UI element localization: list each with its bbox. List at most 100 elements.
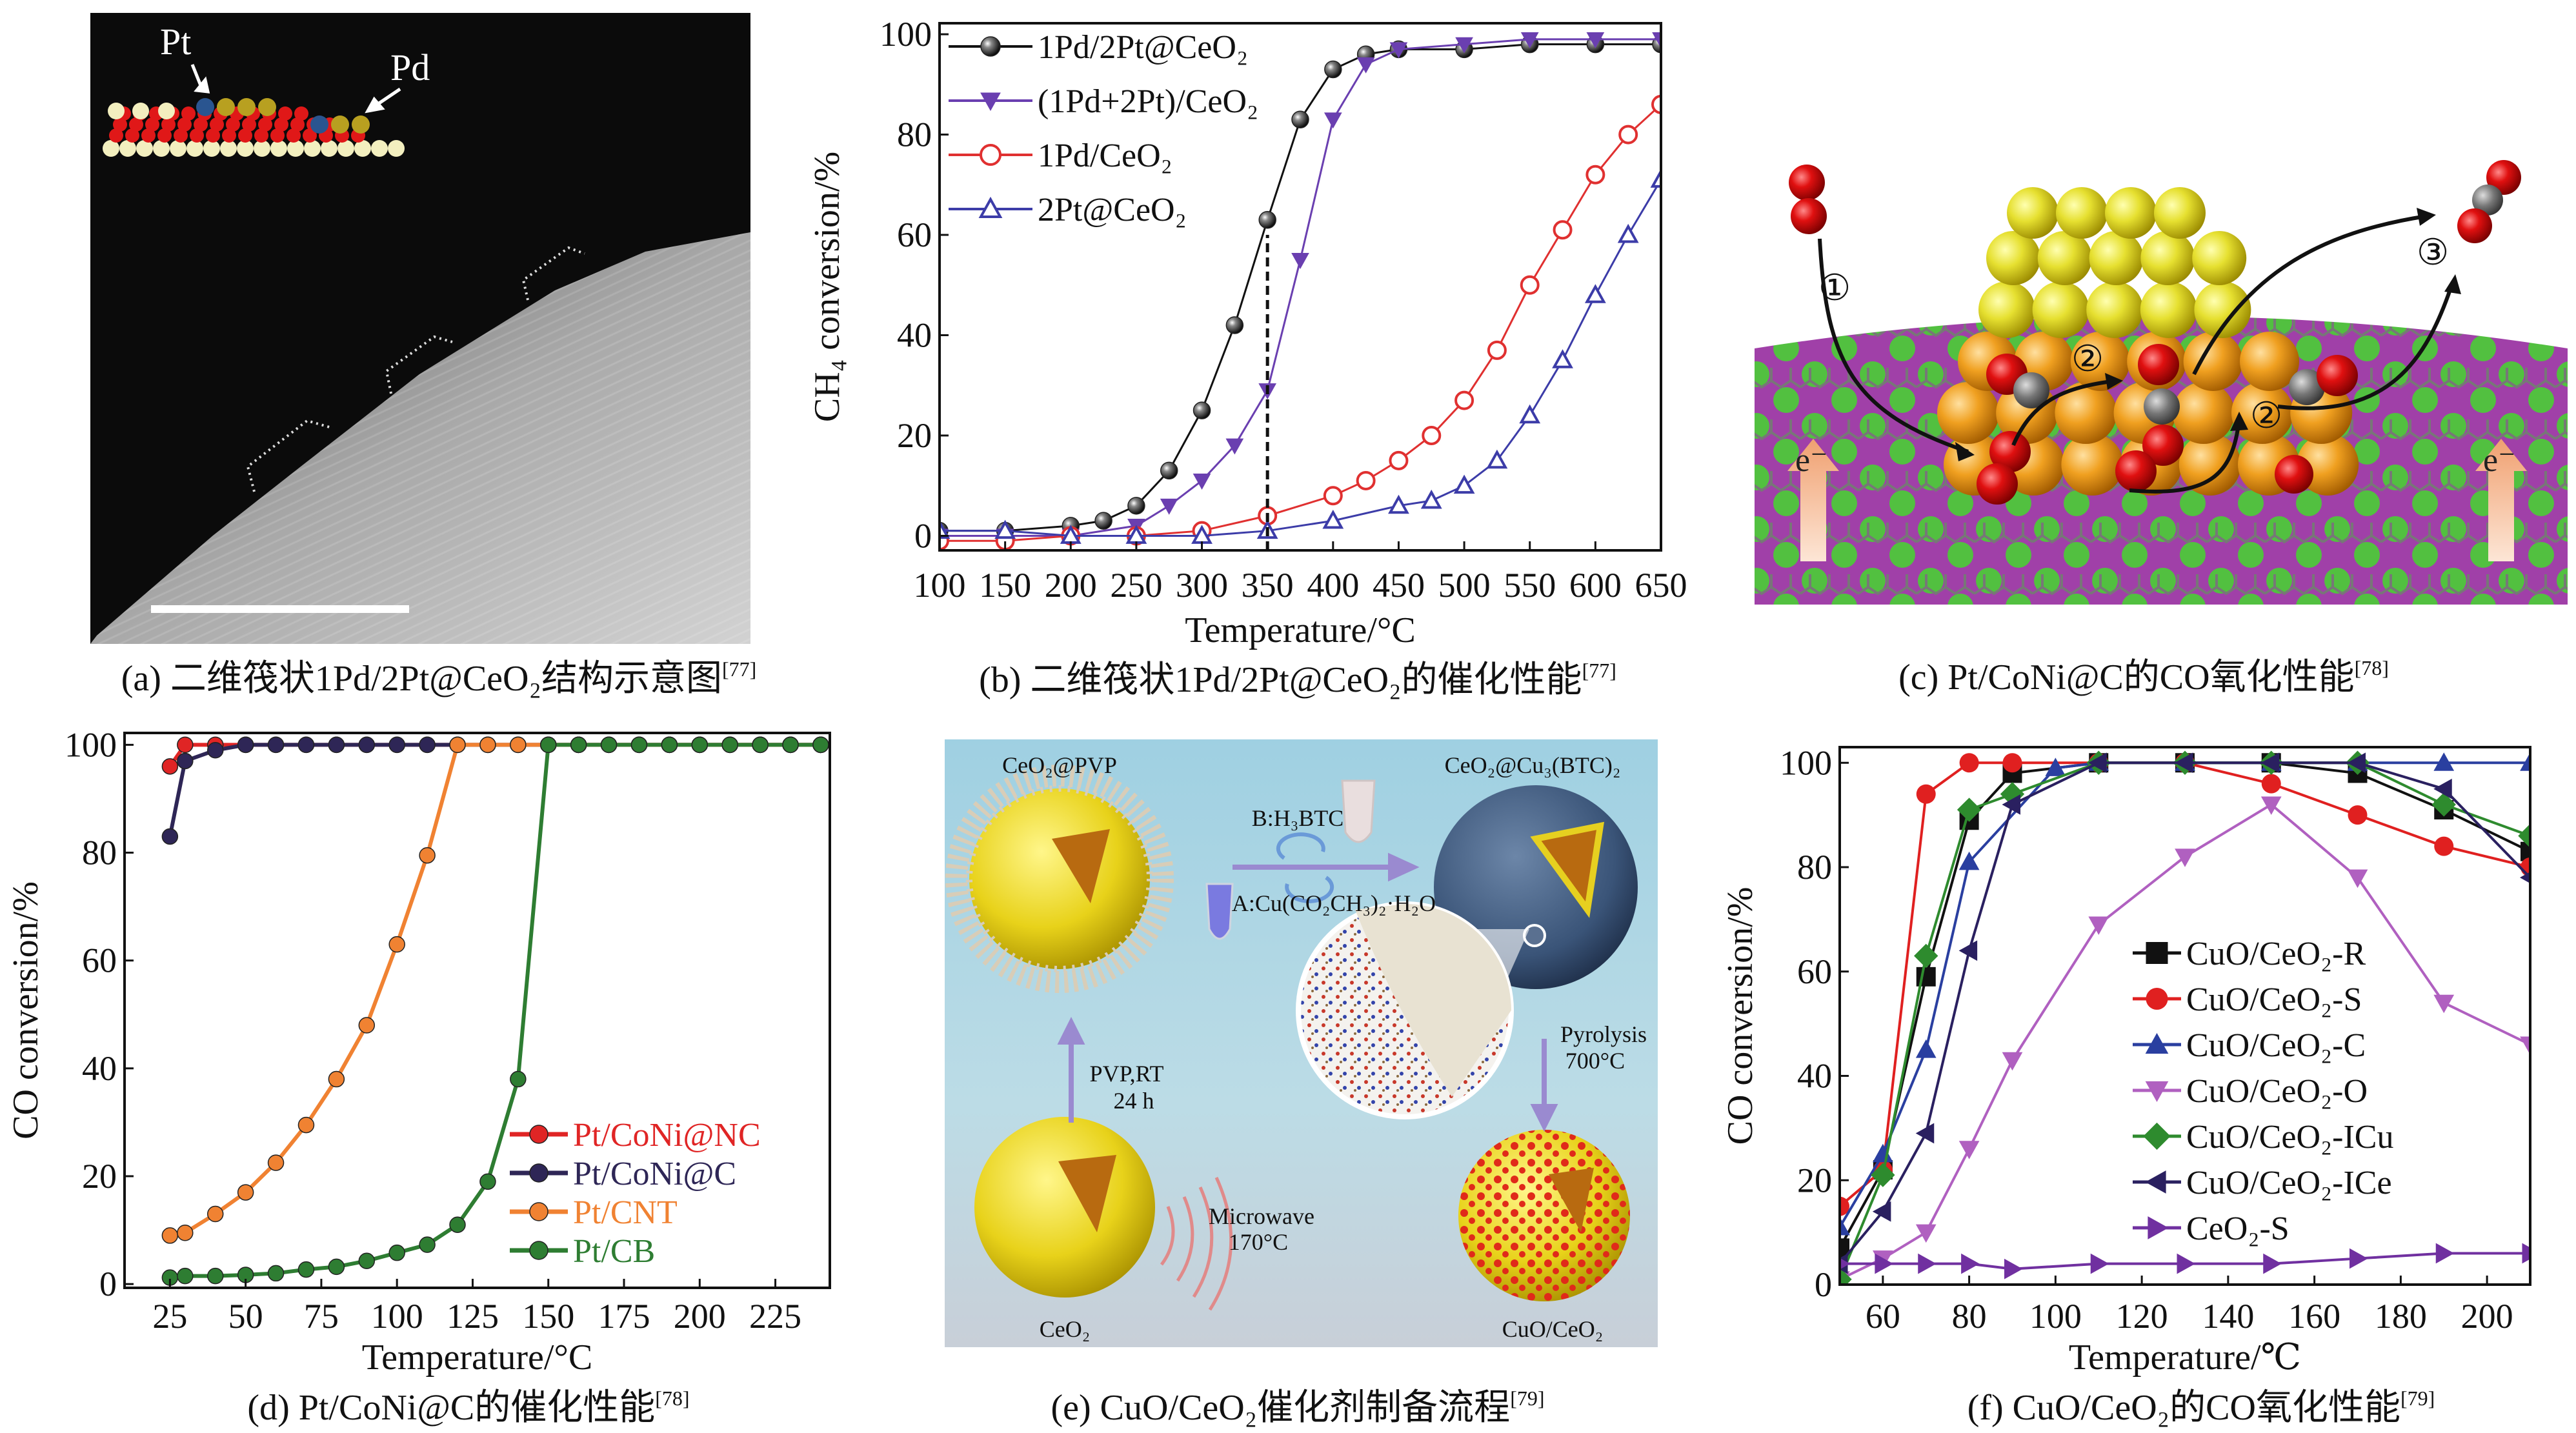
metal-atom	[2089, 231, 2144, 285]
data-point	[1225, 438, 1244, 455]
legend-item: Pt/CNT	[510, 1194, 678, 1231]
data-point	[1420, 489, 1442, 509]
data-point	[1915, 1039, 1937, 1058]
process-arrows	[1057, 852, 1558, 1132]
data-point	[2518, 823, 2530, 848]
sphere-cuo-ceo2	[1458, 1130, 1630, 1301]
data-point	[206, 1267, 224, 1285]
data-point	[1127, 497, 1145, 515]
reagent-tubes	[1205, 779, 1376, 940]
x-tick-label: 80	[1952, 1297, 1987, 1336]
data-point	[2520, 752, 2530, 771]
x-axis-label: Temperature/°C	[362, 1338, 592, 1378]
arrow-heads	[1955, 208, 2461, 461]
ce-atom	[354, 140, 371, 157]
data-point	[1651, 94, 1661, 114]
legend-marker	[2146, 988, 2168, 1010]
label-pvp-rt: PVP,RT	[1090, 1061, 1164, 1087]
data-point	[449, 736, 466, 754]
data-point	[1553, 220, 1573, 240]
label-microwave: Microwave	[1209, 1203, 1314, 1229]
metal-atom	[2140, 231, 2195, 285]
data-point	[812, 736, 829, 754]
label-reagent-b: B:H₃BTC	[1252, 805, 1344, 831]
co-c-atom	[2289, 369, 2325, 405]
legend-marker	[2145, 1032, 2169, 1054]
legend: 1Pd/2Pt@CeO₂ (1Pd+2Pt)/CeO₂ 1Pd/CeO₂ 2Pt@Ce…	[949, 29, 1258, 228]
o-atom	[294, 106, 308, 121]
data-point	[1520, 32, 1539, 48]
data-point	[297, 1261, 315, 1278]
data-point	[661, 736, 678, 754]
chart-f-co-conversion: 60 80 100 120 140 160 180 200020406080100Temper…	[1720, 743, 2531, 1378]
series-line	[1840, 761, 2530, 1228]
data-point	[1840, 1196, 1849, 1216]
data-point	[1323, 486, 1343, 506]
o-atom	[226, 117, 240, 132]
data-point	[388, 736, 405, 754]
chart-b-ch4-conversion: 100 150 200 250 300 350 400 450 500 550 600 650 0 20 4…	[807, 15, 1687, 650]
series-line	[940, 38, 1661, 537]
label-pd: Pd	[390, 46, 430, 88]
ce-atom	[170, 140, 186, 157]
data-point	[1840, 1238, 1849, 1258]
x-tick-label: 500	[1438, 566, 1491, 605]
series-cuo-ceo-o	[1840, 796, 2530, 1285]
o-atom	[274, 117, 288, 132]
legend-marker	[2146, 942, 2168, 964]
data-point	[2002, 753, 2022, 773]
ce-atom	[270, 140, 287, 157]
data-point	[2522, 1243, 2530, 1264]
crystal-lattice-texture	[90, 232, 750, 644]
molecules	[1789, 160, 2521, 505]
metal-atom	[2007, 187, 2058, 239]
co-o-atom	[2317, 355, 2358, 396]
data-point	[2263, 1253, 2282, 1274]
o-atom	[258, 117, 272, 132]
data-point	[721, 736, 738, 754]
ce-atom	[287, 140, 304, 157]
o-atom	[2142, 425, 2184, 466]
data-point	[2260, 796, 2282, 815]
data-point	[1586, 32, 1605, 48]
ce-atom	[186, 140, 203, 157]
o-atom	[270, 128, 285, 143]
pd-atom	[217, 98, 235, 116]
o-atom	[1989, 431, 2031, 472]
label-ceo2-pvp: CeO₂@PVP	[1002, 752, 1117, 778]
data-point	[2088, 916, 2109, 936]
data-point	[1454, 390, 1474, 410]
o-atom	[287, 128, 301, 143]
y-tick-label: 40	[1797, 1057, 1832, 1096]
metal-atom	[2140, 281, 2197, 338]
data-point	[2261, 774, 2281, 794]
metal-atom	[2032, 281, 2089, 338]
o-atom	[242, 117, 256, 132]
x-tick-label: 160	[2288, 1297, 2340, 1336]
legend-label: (1Pd+2Pt)/CeO₂	[1038, 83, 1258, 120]
metal-atom	[2172, 382, 2235, 444]
series-cuo-ceo-s	[1840, 753, 2530, 1216]
plot-area	[940, 32, 1661, 550]
data-point	[1872, 1201, 1891, 1222]
data-point	[419, 736, 436, 754]
ce-atom	[203, 140, 220, 157]
legend-marker	[2148, 1216, 2169, 1239]
o-atom	[129, 117, 143, 132]
plot-area	[161, 736, 829, 1286]
metal-atom	[2154, 187, 2206, 239]
data-point	[1519, 404, 1541, 424]
tube-a-icon	[1205, 883, 1234, 940]
legend-marker	[980, 92, 1001, 112]
x-tick-label: 25	[152, 1297, 187, 1336]
x-tick-label: 600	[1569, 566, 1622, 605]
o-atom	[1977, 463, 2018, 505]
series-ceo-s	[1840, 1243, 2530, 1279]
series-cuo-ceo-ice	[1840, 752, 2530, 1274]
data-point	[782, 736, 799, 754]
data-point	[1957, 797, 1982, 822]
caption-c: (c) Pt/CoNi@C的CO氧化性能[78]	[1898, 656, 2389, 697]
o2-atom	[1789, 165, 1825, 201]
legend-label: CuO/CeO₂-O	[2186, 1073, 2368, 1110]
arrow-step3b	[2277, 283, 2454, 410]
